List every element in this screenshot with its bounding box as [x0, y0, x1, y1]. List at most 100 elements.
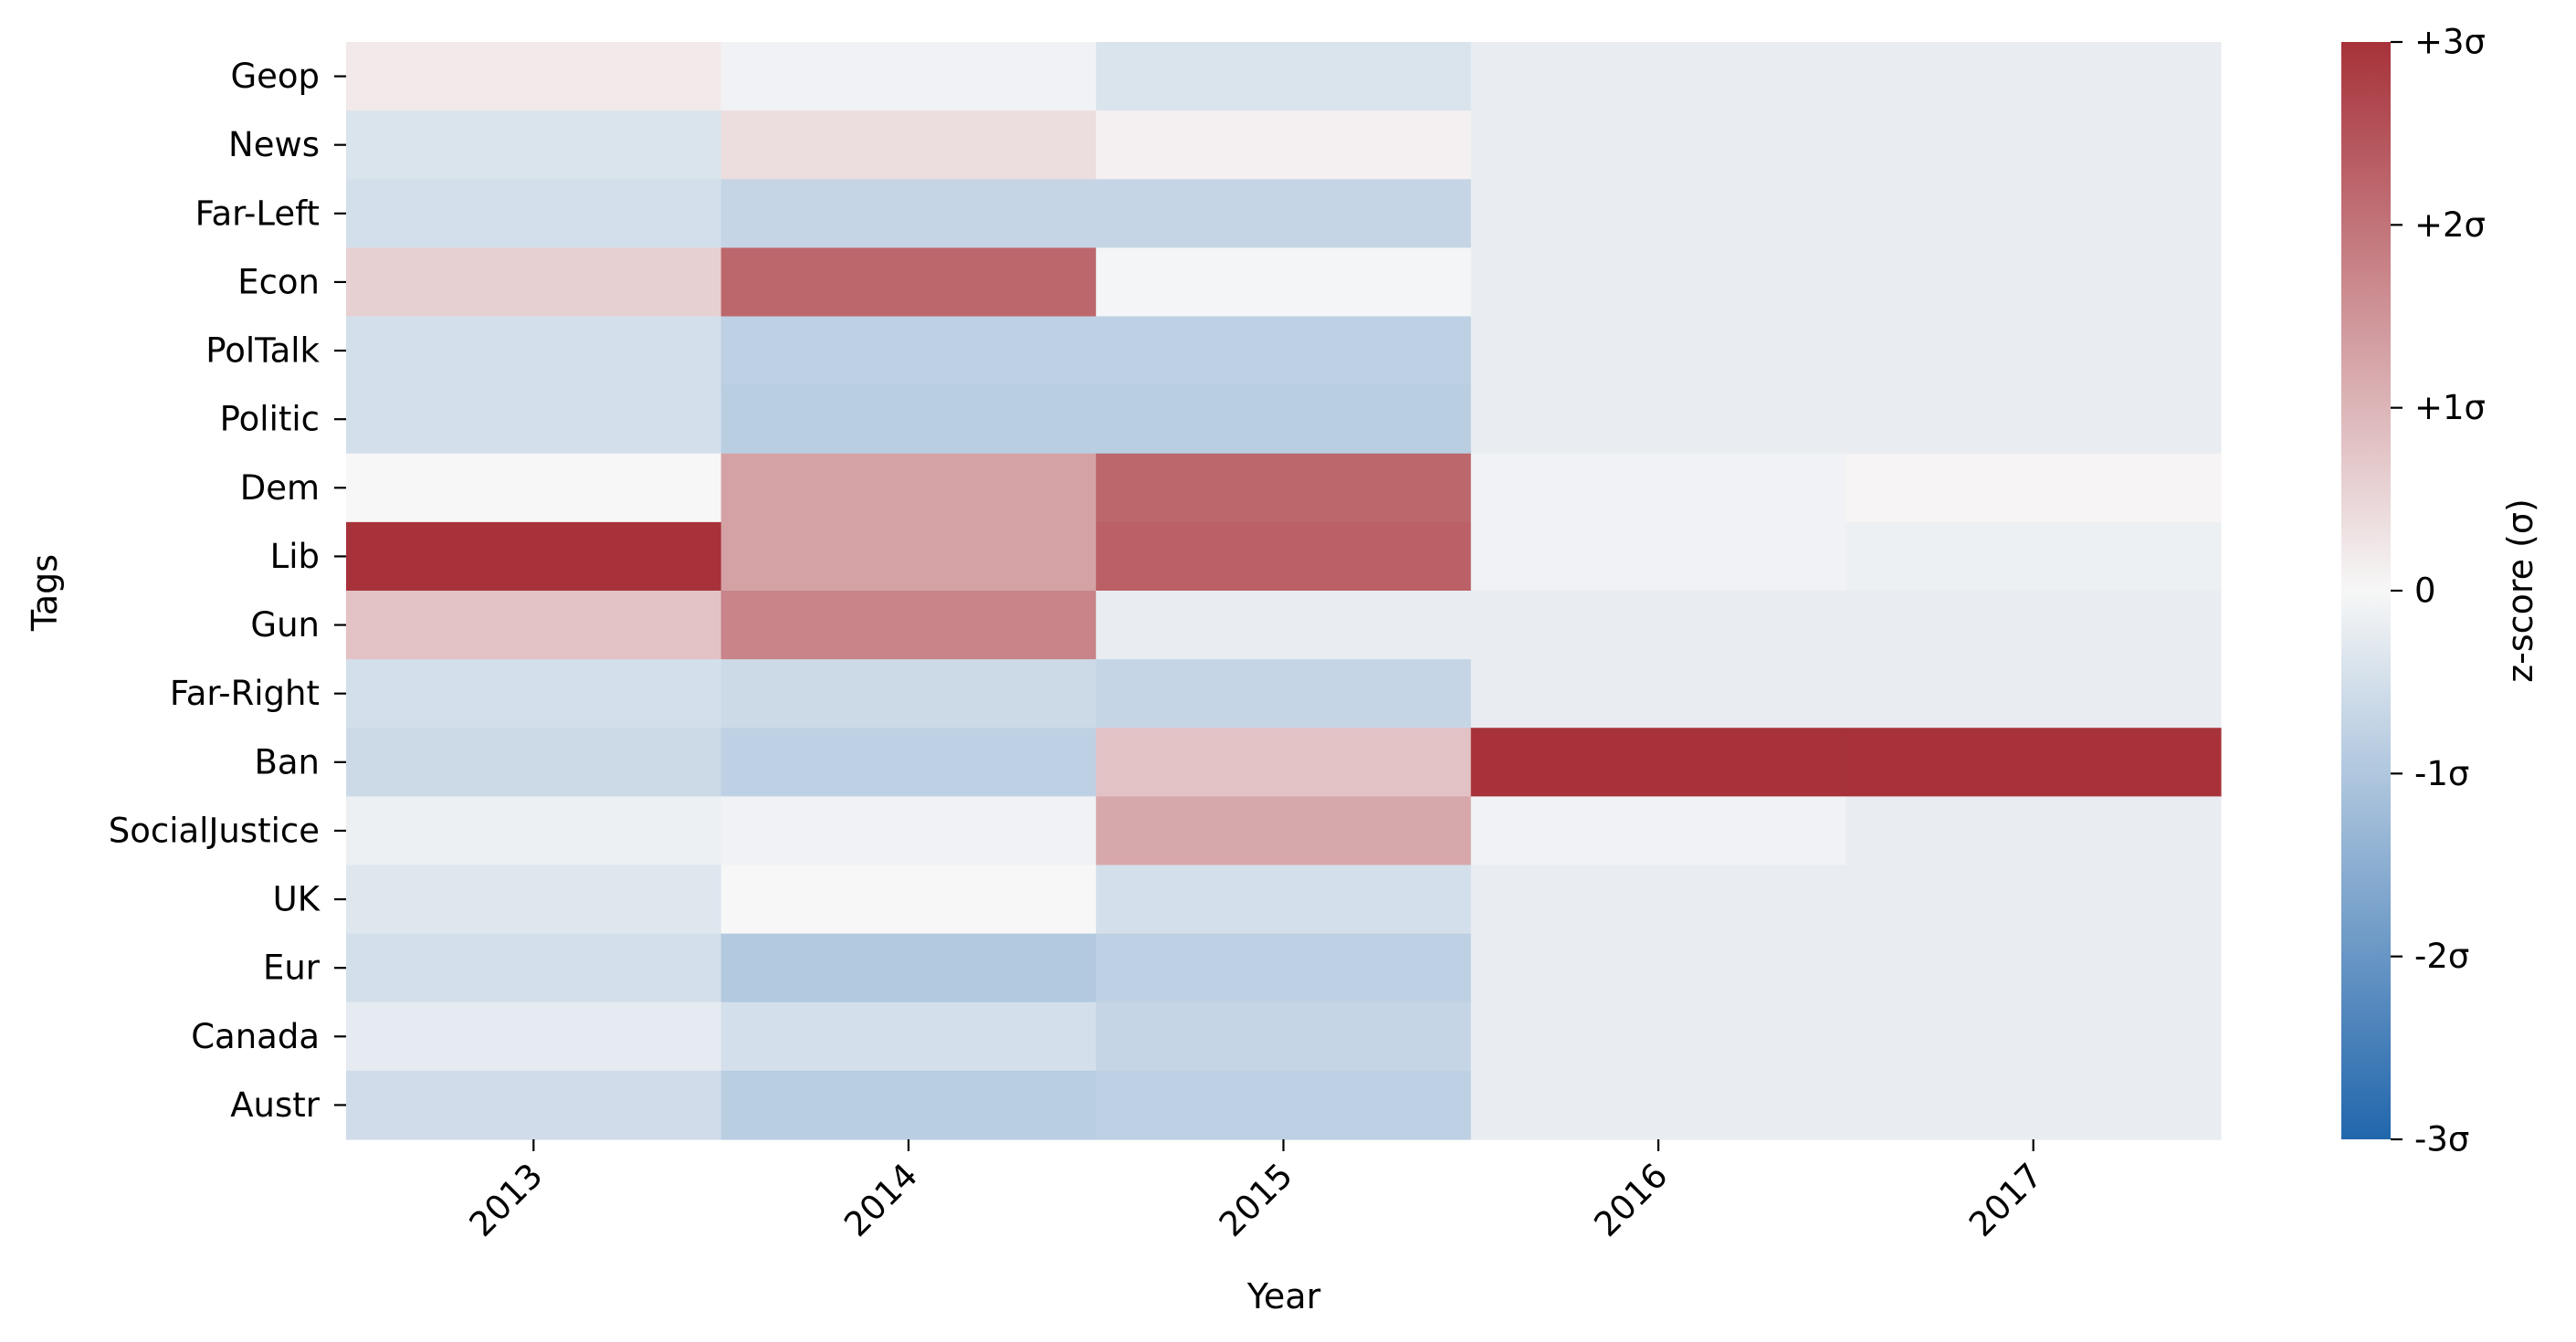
heatmap-cell-uk-2013 [346, 865, 722, 935]
colorbar [2341, 42, 2391, 1139]
heatmap-cell-eur-2017 [1845, 933, 2222, 1003]
heatmap-cell-news-2016 [1470, 110, 1846, 180]
heatmap-cell-far-left-2016 [1470, 179, 1846, 248]
heatmap-cell-dem-2016 [1470, 453, 1846, 523]
heatmap-cell-news-2014 [720, 110, 1097, 180]
heatmap-cell-canada-2014 [720, 1001, 1097, 1072]
y-axis-label: Tags [25, 554, 65, 632]
heatmap-cell-geop-2015 [1096, 42, 1472, 111]
heatmap-cell-dem-2014 [720, 453, 1097, 523]
heatmap-cell-socialjustice-2013 [346, 796, 722, 866]
colorbar-tick-label: -2σ [2414, 937, 2469, 976]
y-tick-label: News [228, 125, 320, 164]
heatmap-cell-geop-2017 [1845, 42, 2222, 111]
heatmap-cell-lib-2016 [1470, 521, 1846, 592]
y-tick-label: Lib [270, 537, 320, 576]
heatmap-cell-politic-2014 [720, 384, 1097, 455]
x-tick-label: 2015 [1212, 1156, 1300, 1244]
heatmap-cell-far-left-2013 [346, 179, 722, 248]
colorbar-tick-label: 0 [2414, 571, 2436, 611]
heatmap-cell-gun-2016 [1470, 591, 1846, 660]
heatmap-cell-socialjustice-2015 [1096, 796, 1472, 866]
heatmap-cell-ban-2017 [1845, 728, 2222, 797]
heatmap-cell-eur-2016 [1470, 933, 1846, 1003]
y-tick-label: Ban [254, 742, 320, 781]
heatmap-cell-poltalk-2014 [720, 316, 1097, 386]
heatmap-cell-far-left-2014 [720, 179, 1097, 248]
heatmap-cell-gun-2014 [720, 591, 1097, 660]
heatmap-cell-econ-2013 [346, 247, 722, 318]
heatmap-cell-gun-2013 [346, 591, 722, 660]
heatmap-cell-far-right-2015 [1096, 659, 1472, 729]
heatmap-cell-politic-2015 [1096, 384, 1472, 455]
heatmap-cell-eur-2014 [720, 933, 1097, 1003]
heatmap-cell-far-left-2015 [1096, 179, 1472, 248]
y-tick-label: Far-Left [195, 194, 320, 233]
heatmap-cell-canada-2015 [1096, 1001, 1472, 1072]
heatmap-cell-canada-2017 [1845, 1001, 2222, 1072]
x-tick-label: 2017 [1961, 1156, 2050, 1244]
heatmap-cell-austr-2016 [1470, 1070, 1846, 1140]
x-axis-label: Year [1246, 1276, 1321, 1316]
heatmap-cell-far-right-2013 [346, 659, 722, 729]
heatmap-cell-austr-2015 [1096, 1070, 1472, 1140]
colorbar-label: z-score (σ) [2500, 498, 2540, 683]
heatmap-cell-canada-2013 [346, 1001, 722, 1072]
x-tick-label: 2016 [1586, 1156, 1675, 1244]
heatmap-cell-ban-2015 [1096, 728, 1472, 797]
heatmap-cell-news-2015 [1096, 110, 1472, 180]
heatmap-cell-dem-2017 [1845, 453, 2222, 523]
y-tick-label: Eur [263, 949, 321, 988]
x-tick-label: 2014 [836, 1156, 925, 1244]
y-tick-label: Gun [250, 605, 320, 645]
heatmap-cell-news-2013 [346, 110, 722, 180]
heatmap-cell-uk-2016 [1470, 865, 1846, 935]
heatmap-cell-eur-2013 [346, 933, 722, 1003]
heatmap-cell-politic-2017 [1845, 384, 2222, 455]
heatmap-cell-eur-2015 [1096, 933, 1472, 1003]
heatmap-cell-uk-2017 [1845, 865, 2222, 935]
colorbar-tick-label: -1σ [2414, 754, 2469, 793]
y-tick-label: PolTalk [205, 331, 320, 371]
heatmap-cell-politic-2013 [346, 384, 722, 455]
heatmap-cell-econ-2014 [720, 247, 1097, 318]
heatmap-cell-ban-2014 [720, 728, 1097, 797]
y-tick-label: Geop [230, 57, 320, 96]
y-tick-label: Politic [220, 400, 320, 439]
heatmap-cell-far-right-2016 [1470, 659, 1846, 729]
heatmap-cell-ban-2016 [1470, 728, 1846, 797]
heatmap-cell-far-right-2017 [1845, 659, 2222, 729]
heatmap-cell-econ-2016 [1470, 247, 1846, 318]
heatmap-cell-econ-2017 [1845, 247, 2222, 318]
heatmap-cell-poltalk-2016 [1470, 316, 1846, 386]
heatmap-cell-gun-2017 [1845, 591, 2222, 660]
heatmap-cell-socialjustice-2017 [1845, 796, 2222, 866]
heatmap-cell-lib-2014 [720, 521, 1097, 592]
heatmap-cell-poltalk-2013 [346, 316, 722, 386]
heatmap-cell-socialjustice-2016 [1470, 796, 1846, 866]
heatmap-cell-geop-2014 [720, 42, 1097, 111]
y-tick-label: UK [273, 880, 321, 919]
y-tick-label: Far-Right [170, 674, 320, 713]
heatmap-cell-canada-2016 [1470, 1001, 1846, 1072]
heatmap-cell-dem-2015 [1096, 453, 1472, 523]
heatmap-cell-geop-2013 [346, 42, 722, 111]
heatmap-cell-news-2017 [1845, 110, 2222, 180]
colorbar-tick-label: -3σ [2414, 1120, 2469, 1159]
heatmap-cell-poltalk-2015 [1096, 316, 1472, 386]
heatmap-cells [346, 42, 2222, 1140]
heatmap-cell-austr-2013 [346, 1070, 722, 1140]
y-tick-label: SocialJustice [109, 811, 320, 850]
x-axis-ticks: 2013 2014 2015 2016 2017 [462, 1139, 2050, 1244]
heatmap-cell-geop-2016 [1470, 42, 1846, 111]
heatmap-cell-lib-2017 [1845, 521, 2222, 592]
heatmap-cell-far-left-2017 [1845, 179, 2222, 248]
colorbar-tick-label: +2σ [2414, 205, 2486, 245]
heatmap-cell-austr-2014 [720, 1070, 1097, 1140]
y-axis-ticks: Geop News Far-Left Econ PolTalk Politic Dem Lib… [109, 57, 346, 1125]
heatmap-cell-uk-2014 [720, 865, 1097, 935]
heatmap-cell-ban-2013 [346, 728, 722, 797]
colorbar-ticks: +3σ +2σ +1σ 0 -1σ -2σ -3σ [2391, 23, 2486, 1159]
y-tick-label: Canada [191, 1017, 320, 1056]
heatmap-cell-econ-2015 [1096, 247, 1472, 318]
